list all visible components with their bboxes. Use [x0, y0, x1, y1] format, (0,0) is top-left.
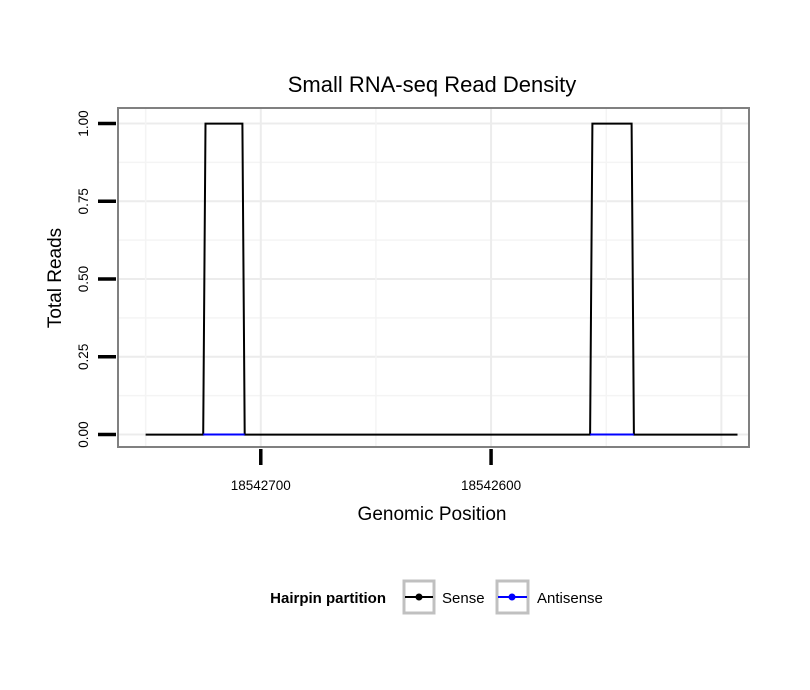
legend-title: Hairpin partition: [270, 590, 386, 607]
y-tick-label: 1.00: [76, 110, 91, 136]
legend-label-sense: Sense: [442, 590, 485, 607]
y-tick-label: 0.25: [76, 344, 91, 370]
legend-entry-antisense: Antisense: [495, 579, 603, 615]
y-tick-label: 0.75: [76, 188, 91, 214]
legend-label-antisense: Antisense: [537, 590, 603, 607]
x-tick-label: 18542700: [231, 478, 291, 493]
y-axis-title: Total Reads: [45, 228, 66, 328]
x-axis-title: Genomic Position: [358, 504, 507, 525]
legend-key-point-antisense: [508, 593, 516, 601]
legend-key-point-sense: [415, 593, 423, 601]
axis-ticks: 0.00 0.25 0.50 0.75 1.00 18542700 18542600: [76, 110, 521, 493]
grid: [118, 108, 749, 447]
chart-title: Small RNA-seq Read Density: [288, 72, 577, 97]
y-tick-label: 0.50: [76, 266, 91, 292]
legend-entry-sense: Sense: [402, 579, 485, 615]
series-layer: [145, 122, 738, 436]
plot-panel: [117, 107, 750, 448]
x-tick-label: 18542600: [461, 478, 521, 493]
y-tick-label: 0.00: [76, 421, 91, 447]
series-line-sense: [145, 122, 738, 436]
legend: Hairpin partition Sense Antisense: [270, 579, 603, 615]
